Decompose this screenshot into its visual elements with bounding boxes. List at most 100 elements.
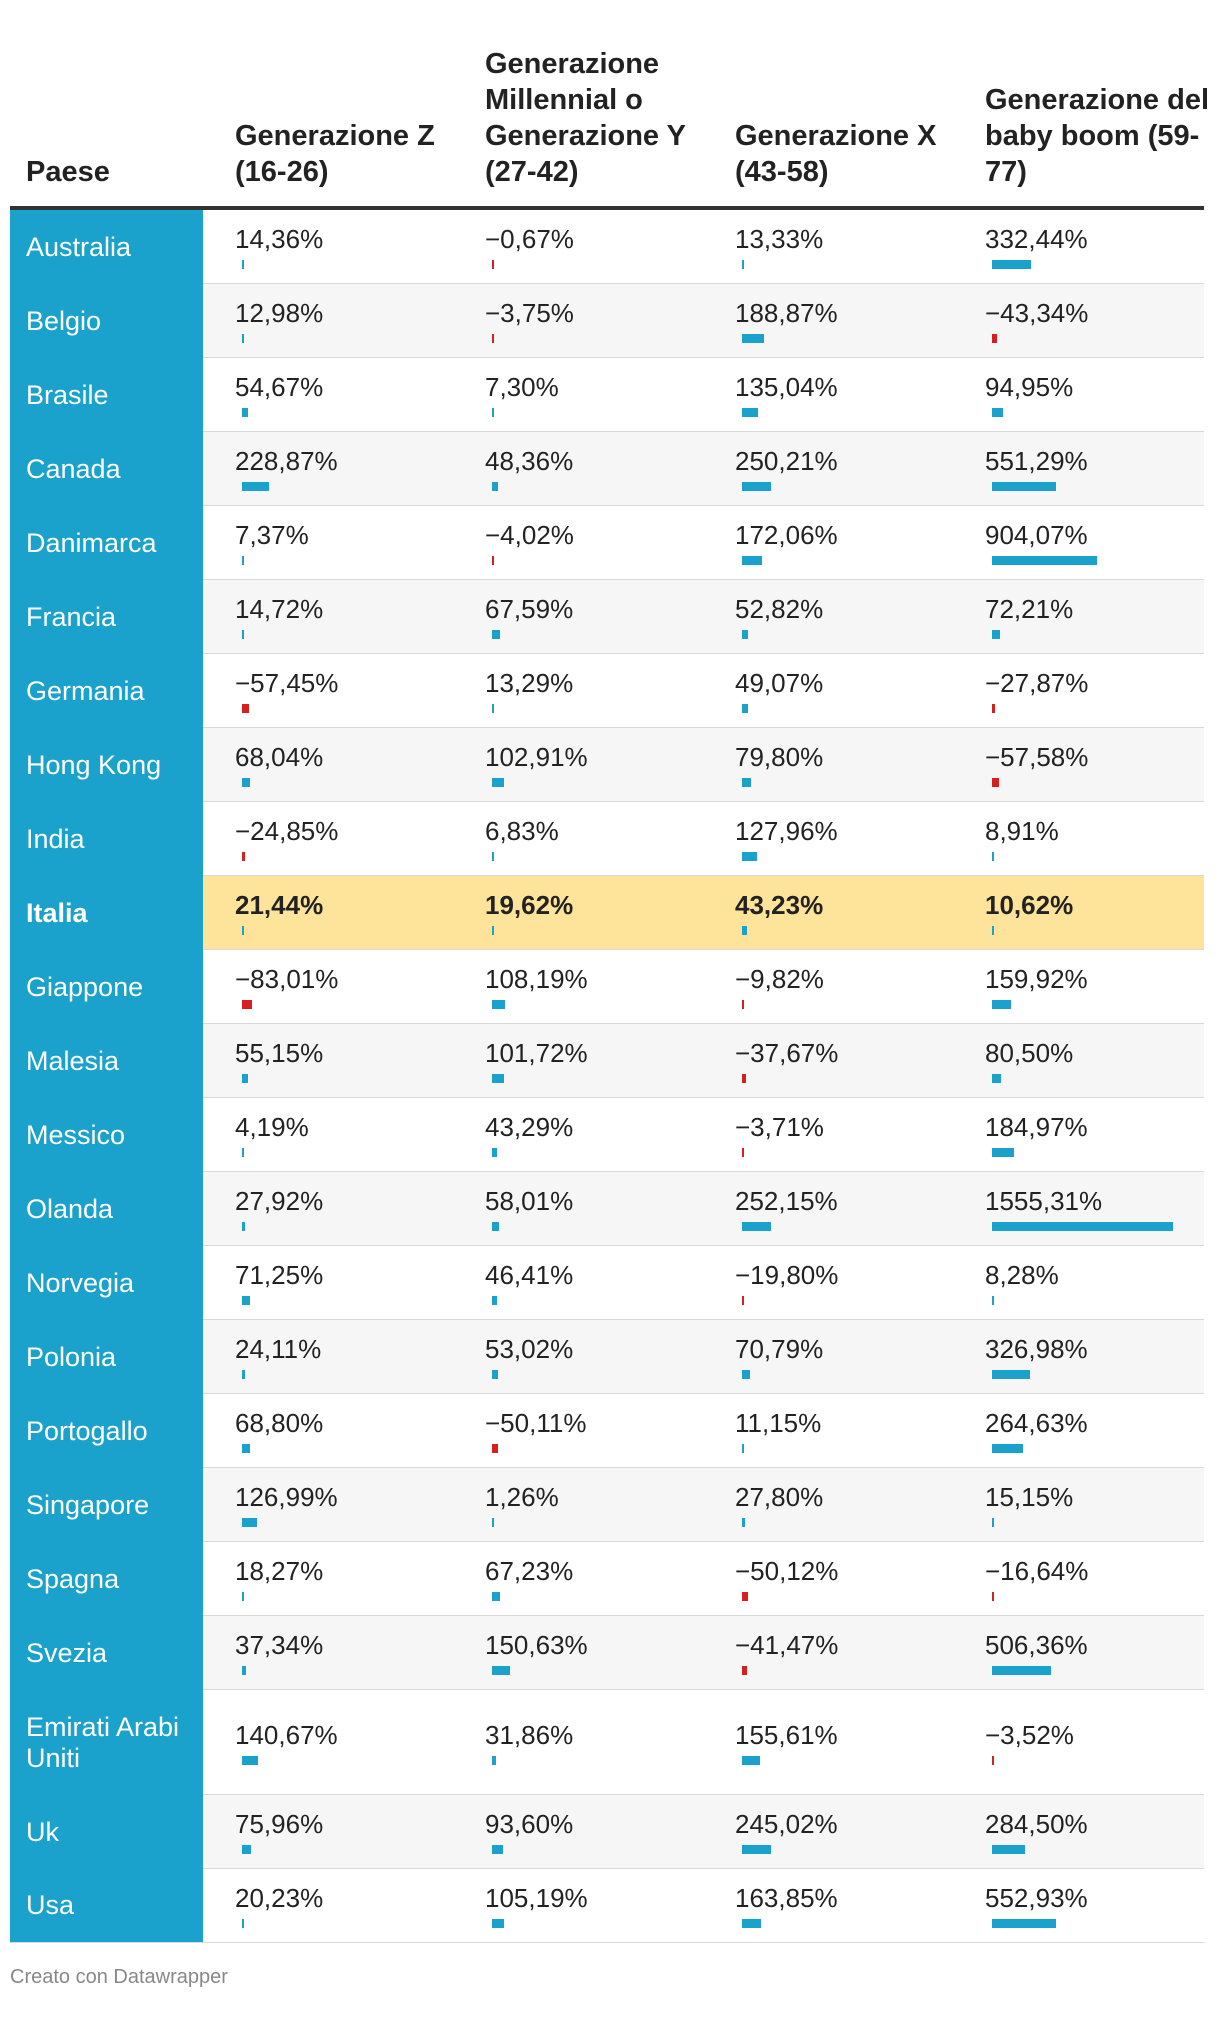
value-label: 135,04%	[735, 372, 838, 402]
value-cell: 67,59%	[485, 580, 725, 653]
positive-bar	[492, 408, 494, 417]
value-label: −57,45%	[235, 668, 339, 698]
value-cell: −41,47%	[735, 1616, 975, 1689]
value-cell: 135,04%	[735, 358, 975, 431]
value-label: −57,58%	[985, 742, 1089, 772]
value-cell: −0,67%	[485, 210, 725, 283]
header-baby-boom: Generazione del baby boom (59-77)	[985, 84, 1210, 188]
positive-bar	[992, 926, 994, 935]
positive-bar	[742, 1370, 750, 1379]
value-cell: 68,04%	[235, 728, 475, 801]
value-label: 8,91%	[985, 816, 1059, 846]
value-label: 172,06%	[735, 520, 838, 550]
value-label: 102,91%	[485, 742, 588, 772]
value-cell: 20,23%	[235, 1869, 475, 1942]
country-cell: Norvegia	[10, 1246, 203, 1320]
country-cell: Giappone	[10, 950, 203, 1024]
positive-bar	[492, 1518, 494, 1527]
value-label: 150,63%	[485, 1630, 588, 1660]
positive-bar	[992, 408, 1003, 417]
value-cell: 43,29%	[485, 1098, 725, 1171]
positive-bar	[242, 1666, 246, 1675]
value-cell: 6,83%	[485, 802, 725, 875]
value-cell: 58,01%	[485, 1172, 725, 1245]
positive-bar	[242, 630, 244, 639]
value-cell: 43,23%	[735, 876, 975, 949]
value-cell: −37,67%	[735, 1024, 975, 1097]
value-cell: −4,02%	[485, 506, 725, 579]
value-cell: 1,26%	[485, 1468, 725, 1541]
positive-bar	[742, 482, 771, 491]
positive-bar	[242, 1296, 250, 1305]
value-cell: −57,45%	[235, 654, 475, 727]
negative-bar	[242, 1000, 252, 1009]
value-label: 55,15%	[235, 1038, 324, 1068]
country-cell: Malesia	[10, 1024, 203, 1098]
value-cell: 37,34%	[235, 1616, 475, 1689]
table-row: Francia 14,72% 67,59% 52,82% 72,21%	[10, 580, 1204, 654]
value-label: 27,80%	[735, 1482, 824, 1512]
value-cell: 506,36%	[985, 1616, 1220, 1689]
country-cell: Olanda	[10, 1172, 203, 1246]
value-label: 68,80%	[235, 1408, 324, 1438]
positive-bar	[242, 1370, 245, 1379]
positive-bar	[242, 482, 269, 491]
value-label: 1555,31%	[985, 1186, 1103, 1216]
value-label: −0,67%	[485, 224, 574, 254]
table-row: Danimarca 7,37% −4,02% 172,06% 904,07%	[10, 506, 1204, 580]
positive-bar	[992, 482, 1056, 491]
value-label: 14,36%	[235, 224, 324, 254]
value-cell: 52,82%	[735, 580, 975, 653]
value-label: 27,92%	[235, 1186, 324, 1216]
positive-bar	[242, 926, 244, 935]
value-cell: 75,96%	[235, 1795, 475, 1868]
value-label: 18,27%	[235, 1556, 324, 1586]
value-label: 11,15%	[735, 1408, 822, 1438]
value-label: 70,79%	[735, 1334, 824, 1364]
value-cell: −43,34%	[985, 284, 1220, 357]
positive-bar	[742, 556, 762, 565]
positive-bar	[742, 704, 748, 713]
country-cell: Canada	[10, 432, 203, 506]
table-row: Germania −57,45% 13,29% 49,07% −27,87%	[10, 654, 1204, 728]
value-label: −41,47%	[735, 1630, 839, 1660]
positive-bar	[992, 1919, 1056, 1928]
positive-bar	[992, 1518, 994, 1527]
value-label: 188,87%	[735, 298, 838, 328]
value-cell: 332,44%	[985, 210, 1220, 283]
value-cell: 13,33%	[735, 210, 975, 283]
footer-credit: Creato con Datawrapper	[10, 1966, 228, 1988]
value-cell: 326,98%	[985, 1320, 1220, 1393]
table-row: Svezia 37,34% 150,63% −41,47% 506,36%	[10, 1616, 1204, 1690]
value-cell: 163,85%	[735, 1869, 975, 1942]
value-cell: 228,87%	[235, 432, 475, 505]
table-row: Australia 14,36% −0,67% 13,33% 332,44%	[10, 210, 1204, 284]
value-cell: 14,36%	[235, 210, 475, 283]
value-label: 105,19%	[485, 1883, 588, 1913]
country-cell: Usa	[10, 1869, 203, 1942]
value-label: 12,98%	[235, 298, 324, 328]
table-row: Usa 20,23% 105,19% 163,85% 552,93%	[10, 1869, 1204, 1943]
value-label: 163,85%	[735, 1883, 838, 1913]
positive-bar	[742, 1845, 771, 1854]
value-label: 67,23%	[485, 1556, 574, 1586]
country-cell: Uk	[10, 1795, 203, 1869]
country-cell: Hong Kong	[10, 728, 203, 802]
value-cell: 72,21%	[985, 580, 1220, 653]
value-cell: 8,91%	[985, 802, 1220, 875]
value-cell: 79,80%	[735, 728, 975, 801]
positive-bar	[242, 778, 250, 787]
negative-bar	[242, 704, 249, 713]
value-label: −16,64%	[985, 1556, 1089, 1586]
value-cell: 172,06%	[735, 506, 975, 579]
table-row: Norvegia 71,25% 46,41% −19,80% 8,28%	[10, 1246, 1204, 1320]
positive-bar	[992, 1222, 1173, 1231]
value-label: 4,19%	[235, 1112, 309, 1142]
value-cell: −50,12%	[735, 1542, 975, 1615]
positive-bar	[742, 852, 757, 861]
positive-bar	[492, 1148, 497, 1157]
value-label: 228,87%	[235, 446, 338, 476]
positive-bar	[742, 1222, 771, 1231]
value-label: 184,97%	[985, 1112, 1088, 1142]
table-header: Paese Generazione Z (16-26) Generazione …	[10, 0, 1209, 210]
